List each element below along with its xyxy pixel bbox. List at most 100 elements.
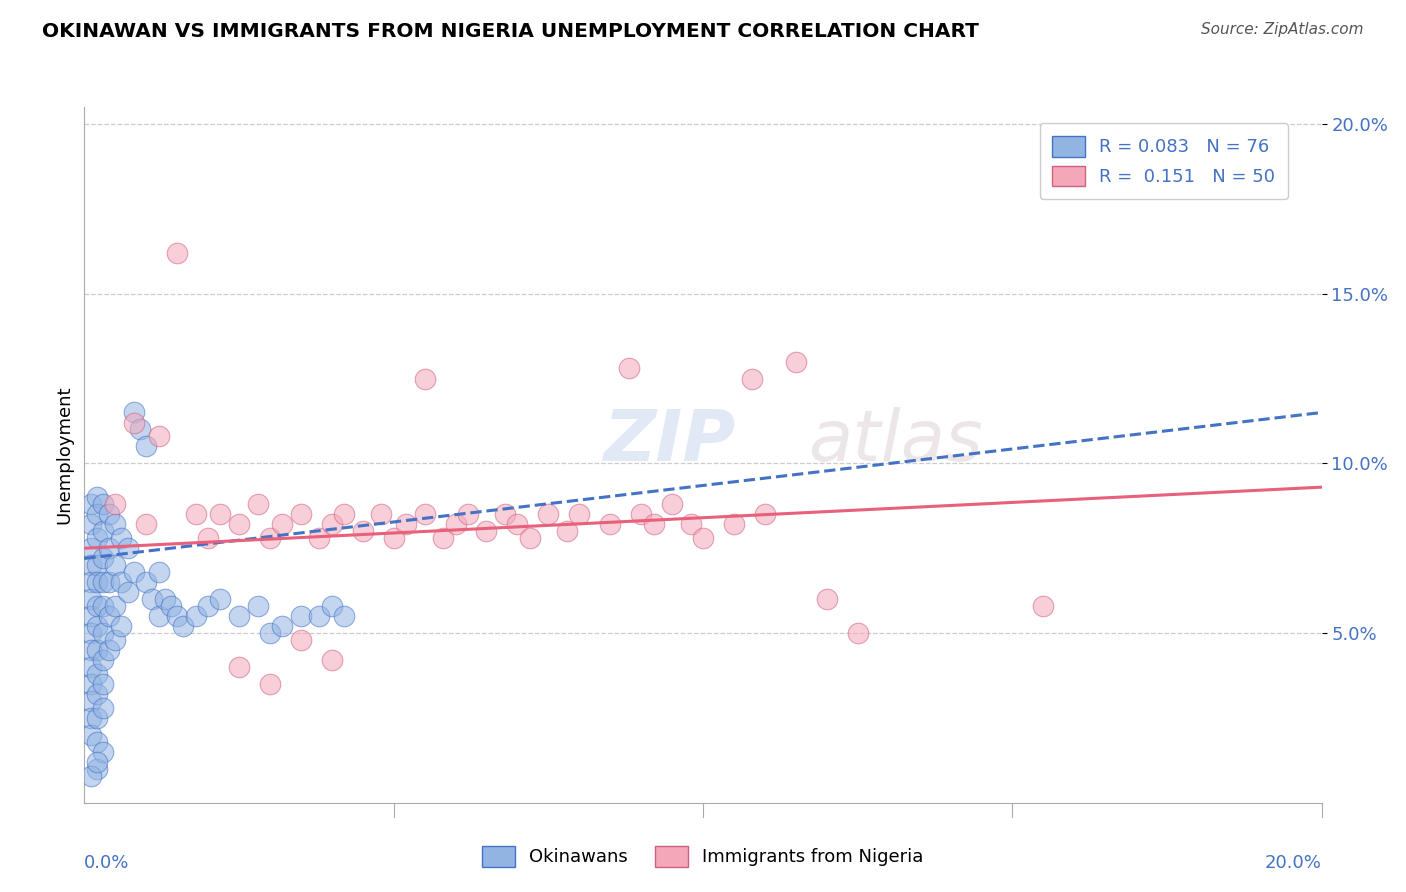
Point [98,541,121,556]
Point [91,497,114,511]
Point [290,508,312,522]
Point [568,508,591,522]
Point [86,711,108,725]
Point [98,643,121,657]
Point [370,508,392,522]
Point [122,405,145,419]
Point [537,508,560,522]
Point [104,517,127,532]
Point [209,592,232,607]
Point [86,491,108,505]
Point [79,575,101,590]
Point [457,508,479,522]
Point [117,541,139,556]
Point [79,497,101,511]
Point [86,508,108,522]
Point [630,508,652,522]
Point [91,745,114,759]
Text: 20.0%: 20.0% [1265,854,1322,871]
Point [122,565,145,579]
Point [444,517,467,532]
Point [79,517,101,532]
Point [104,632,127,647]
Point [79,660,101,674]
Point [79,677,101,691]
Point [148,565,170,579]
Point [382,531,405,545]
Point [79,643,101,657]
Point [290,632,312,647]
Point [91,653,114,667]
Point [104,497,127,511]
Point [91,700,114,714]
Point [432,531,454,545]
Point [308,531,330,545]
Point [98,609,121,624]
Point [86,666,108,681]
Point [110,531,132,545]
Point [184,609,207,624]
Point [228,609,250,624]
Point [271,619,294,633]
Point [413,371,436,385]
Point [86,599,108,613]
Point [79,728,101,742]
Point [135,439,157,453]
Point [246,599,269,613]
Point [661,497,683,511]
Point [815,592,838,607]
Point [555,524,578,539]
Point [259,626,281,640]
Point [1032,599,1054,613]
Point [846,626,869,640]
Point [754,508,776,522]
Point [98,508,121,522]
Point [321,517,343,532]
Point [79,609,101,624]
Point [413,508,436,522]
Point [197,531,219,545]
Point [494,508,516,522]
Point [166,609,188,624]
Point [86,755,108,769]
Point [643,517,665,532]
Point [617,361,640,376]
Point [91,599,114,613]
Legend: Okinawans, Immigrants from Nigeria: Okinawans, Immigrants from Nigeria [475,838,931,874]
Point [741,371,763,385]
Point [86,575,108,590]
Point [308,609,330,624]
Point [98,575,121,590]
Point [79,711,101,725]
Point [166,246,188,260]
Point [172,619,194,633]
Point [91,575,114,590]
Point [122,416,145,430]
Text: Source: ZipAtlas.com: Source: ZipAtlas.com [1201,22,1364,37]
Point [135,575,157,590]
Point [86,762,108,776]
Point [129,422,152,436]
Point [135,517,157,532]
Point [86,531,108,545]
Point [79,558,101,573]
Point [79,626,101,640]
Point [79,769,101,783]
Point [86,558,108,573]
Point [184,508,207,522]
Point [333,609,356,624]
Point [519,531,541,545]
Point [679,517,702,532]
Text: 0.0%: 0.0% [84,854,129,871]
Point [117,585,139,599]
Point [209,508,232,522]
Point [148,609,170,624]
Point [271,517,294,532]
Text: ZIP: ZIP [605,407,737,475]
Point [475,524,498,539]
Point [160,599,183,613]
Point [259,677,281,691]
Point [352,524,374,539]
Point [79,592,101,607]
Y-axis label: Unemployment: Unemployment [55,385,73,524]
